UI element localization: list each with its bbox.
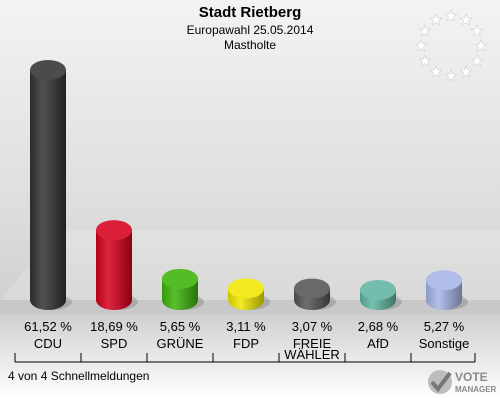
eu-star-icon — [444, 69, 458, 82]
bar-grüne — [162, 268, 204, 310]
category-label: FREIE WÄHLER — [284, 336, 340, 362]
logo-text-manager: MANAGER — [455, 385, 497, 394]
eu-star-icon — [429, 65, 443, 78]
chart-title: Stadt Rietberg — [198, 4, 302, 21]
value-label: 5,65 % — [160, 319, 201, 334]
bar-top — [228, 278, 264, 299]
footer-status: 4 von 4 Schnellmeldungen — [8, 369, 150, 383]
category-label: SPD — [101, 336, 128, 351]
bar-freie-wähler — [294, 278, 336, 310]
vote-manager-logo: VOTE MANAGER — [428, 370, 497, 394]
eu-star-icon — [459, 13, 473, 26]
bar-body — [96, 230, 132, 310]
ballot-check-icon — [428, 370, 452, 394]
bar-top — [360, 279, 396, 300]
eu-star-icon — [459, 65, 473, 78]
bar-cdu — [30, 60, 72, 310]
category-label: AfD — [367, 336, 389, 351]
chart-location: Mastholte — [223, 38, 277, 52]
category-label: Sonstige — [419, 336, 470, 351]
bar-afd — [360, 279, 402, 310]
bar-spd — [96, 220, 138, 310]
eu-star-icon — [470, 54, 484, 67]
eu-star-icon — [429, 13, 443, 26]
bar-body — [30, 70, 66, 310]
bar-top — [162, 268, 198, 289]
value-label: 2,68 % — [358, 319, 399, 334]
eu-star-icon — [414, 39, 428, 52]
category-label: GRÜNE — [157, 336, 204, 351]
value-label: 3,11 % — [226, 319, 266, 334]
bar-top — [96, 220, 132, 241]
bar-top — [30, 60, 66, 80]
value-label: 61,52 % — [24, 319, 72, 334]
value-label: 5,27 % — [424, 319, 465, 334]
logo-text-vote: VOTE — [455, 370, 488, 384]
value-label: 18,69 % — [90, 319, 138, 334]
eu-star-icon — [474, 39, 488, 52]
eu-star-icon — [470, 24, 484, 37]
eu-star-icon — [418, 54, 432, 67]
category-label: FDP — [233, 336, 259, 351]
eu-star-icon — [444, 9, 458, 22]
category-label: CDU — [34, 336, 62, 351]
bar-top — [294, 278, 330, 299]
bar-fdp — [228, 278, 270, 310]
bar-sonstige — [426, 270, 468, 310]
chart-subtitle: Europawahl 25.05.2014 — [186, 23, 314, 37]
bar-top — [426, 270, 462, 291]
eu-star-icon — [418, 24, 432, 37]
value-label: 3,07 % — [292, 319, 333, 334]
